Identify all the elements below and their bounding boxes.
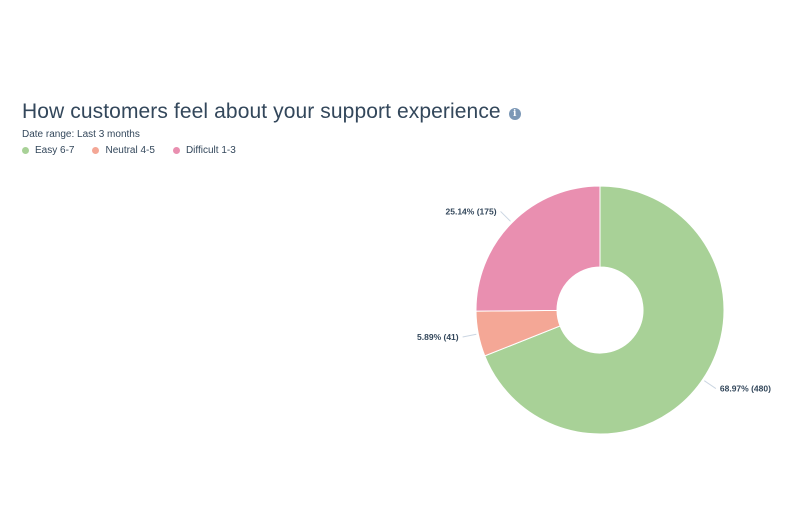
slice-easy[interactable] <box>484 185 725 435</box>
legend-item-easy[interactable]: Easy 6-7 <box>22 145 74 156</box>
leader-line-neutral <box>462 333 477 338</box>
chart-legend: Easy 6-7 Neutral 4-5 Difficult 1-3 <box>22 145 236 156</box>
data-label-neutral: 5.89% (41) <box>417 332 459 342</box>
legend-item-neutral[interactable]: Neutral 4-5 <box>92 145 155 156</box>
date-range-label: Date range: Last 3 months <box>22 129 140 140</box>
legend-label-difficult: Difficult 1-3 <box>185 145 236 156</box>
info-icon[interactable]: i <box>508 108 521 120</box>
legend-label-neutral: Neutral 4-5 <box>105 145 155 156</box>
leader-line-difficult <box>500 211 511 222</box>
chart-title: How customers feel about your support ex… <box>22 100 501 123</box>
slice-difficult[interactable] <box>475 185 601 312</box>
legend-item-difficult[interactable]: Difficult 1-3 <box>172 145 236 156</box>
leader-line-easy <box>704 380 717 389</box>
title-row: How customers feel about your support ex… <box>22 100 521 124</box>
legend-dot-neutral <box>92 147 100 154</box>
data-label-difficult: 25.14% (175) <box>446 206 497 216</box>
legend-label-easy: Easy 6-7 <box>35 145 75 156</box>
legend-dot-easy <box>22 147 29 154</box>
legend-dot-difficult <box>172 147 180 154</box>
data-label-easy: 68.97% (480) <box>720 384 771 394</box>
